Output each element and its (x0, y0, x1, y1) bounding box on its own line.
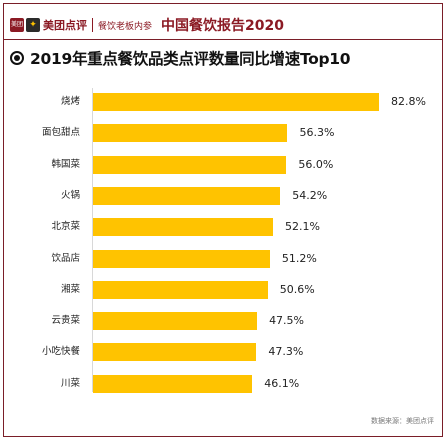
bar-row: 湘菜 50.6% (4, 274, 442, 306)
report-frame: 美团 ✦ 美团点评 餐饮老板内参 中国餐饮报告2020 2019年重点餐饮品类点… (3, 3, 443, 437)
category-label: 北京菜 (51, 221, 80, 233)
bar (93, 124, 288, 143)
bar (93, 186, 281, 205)
bar-row: 火锅 54.2% (4, 180, 442, 212)
value-label: 50.6% (279, 282, 315, 296)
header-divider (92, 18, 93, 32)
category-label: 火锅 (60, 189, 80, 201)
bar (93, 280, 268, 299)
value-label: 56.3% (299, 126, 335, 140)
value-label: 54.2% (292, 188, 328, 202)
bar-row: 面包甜点 56.3% (4, 117, 442, 149)
bar (93, 93, 379, 111)
bar-chart: 烧烤 82.8% 面包甜点 56.3% 韩国菜 56.0% 火锅 54.2% 北京菜 52.1% 饮… (4, 82, 442, 402)
value-label: 47.5% (269, 314, 305, 328)
dog-icon: ✦ (26, 18, 40, 32)
meituan-logo: 美团 (10, 18, 24, 32)
brand-name: 美团点评 (43, 19, 87, 32)
bar-row: 川菜 46.1% (4, 368, 442, 400)
bar (93, 249, 270, 268)
value-label: 51.2% (281, 251, 317, 265)
value-label: 82.8% (391, 95, 426, 108)
category-label: 面包甜点 (41, 127, 80, 139)
category-label: 饮品店 (51, 252, 80, 264)
bar (93, 312, 258, 331)
bar-row: 饮品店 51.2% (4, 243, 442, 275)
bar-row: 韩国菜 56.0% (4, 149, 442, 181)
sub-brand-name: 餐饮老板内参 (98, 21, 153, 32)
bullet-icon (10, 51, 24, 65)
report-header: 美团 ✦ 美团点评 餐饮老板内参 中国餐饮报告2020 (10, 14, 284, 36)
chart-title-row: 2019年重点餐饮品类点评数量同比增速Top10 (10, 46, 351, 70)
bar (93, 343, 257, 362)
category-label: 小吃快餐 (41, 346, 80, 358)
value-label: 52.1% (284, 220, 320, 234)
bar (93, 155, 287, 174)
value-label: 46.1% (264, 376, 300, 390)
bar-row: 小吃快餐 47.3% (4, 336, 442, 368)
category-label: 韩国菜 (51, 158, 80, 170)
chart-title: 2019年重点餐饮品类点评数量同比增速Top10 (30, 50, 351, 68)
bar-row: 云贵菜 47.5% (4, 305, 442, 337)
bar (93, 374, 253, 393)
report-title: 中国餐饮报告2020 (161, 18, 284, 34)
category-label: 川菜 (60, 377, 80, 389)
category-label: 云贵菜 (51, 315, 80, 327)
bar-row: 烧烤 82.8% (4, 86, 442, 118)
value-label: 56.0% (298, 157, 334, 171)
header-rule (4, 39, 442, 40)
category-axis-line (92, 88, 93, 392)
bar-row: 北京菜 52.1% (4, 211, 442, 243)
data-source: 数据来源：美团点评 (371, 417, 434, 425)
category-label: 湘菜 (60, 283, 80, 295)
category-label: 烧烤 (60, 96, 80, 107)
bar (93, 218, 273, 237)
value-label: 47.3% (268, 345, 304, 359)
